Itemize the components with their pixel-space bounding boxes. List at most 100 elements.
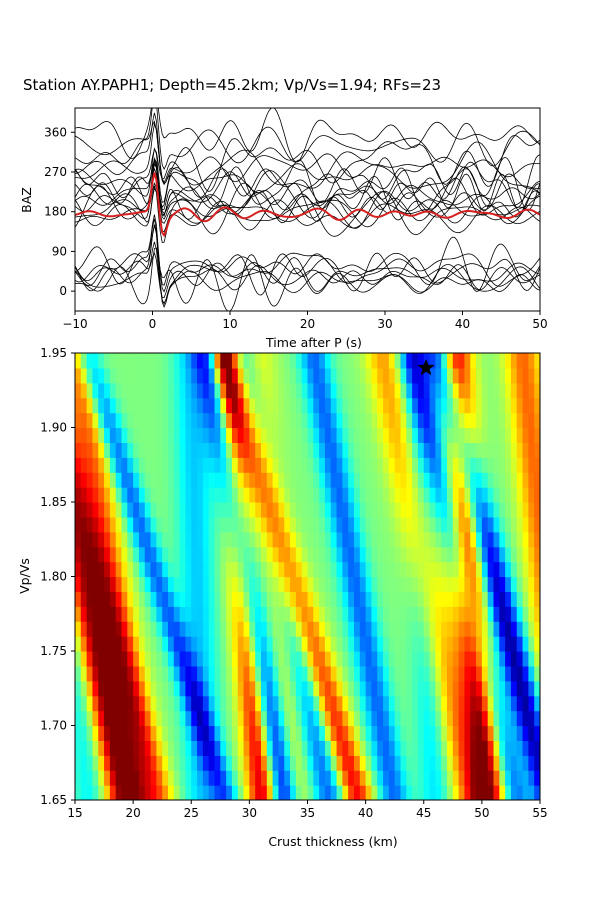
hk-cell <box>226 576 233 592</box>
hk-cell <box>458 785 466 800</box>
hk-cell <box>127 770 134 786</box>
hk-cell <box>237 710 245 727</box>
hk-cell <box>348 636 355 652</box>
hk-cell <box>324 695 332 712</box>
hk-cell <box>179 755 187 771</box>
hk-cell <box>214 382 221 399</box>
hk-cell <box>423 770 431 786</box>
hk-cell <box>481 591 489 607</box>
hk-cell <box>208 412 216 429</box>
hk-cell <box>144 472 152 488</box>
hk-cell <box>255 680 262 697</box>
hk-cell <box>284 785 291 800</box>
hk-cell <box>168 472 175 488</box>
hk-cell <box>324 725 332 741</box>
hk-cell <box>336 755 343 771</box>
hk-cell <box>104 487 111 503</box>
hk-cell <box>499 487 506 503</box>
hk-cell <box>348 472 355 488</box>
rf-trace <box>75 185 540 243</box>
hk-cell <box>214 680 221 697</box>
hk-cell <box>80 725 88 741</box>
hk-cell <box>243 531 250 548</box>
hk-cell <box>336 785 343 800</box>
hk-cell <box>383 591 390 607</box>
hk-cell <box>470 785 477 800</box>
hk-cell <box>377 740 384 756</box>
hk-cell <box>272 695 280 712</box>
hk-cell <box>261 516 268 533</box>
rf-x-ticks: −10 0 10 20 30 40 50 <box>62 311 548 331</box>
hk-cell <box>249 680 256 697</box>
hk-cell <box>330 516 338 533</box>
hk-cell <box>144 621 152 637</box>
hk-cell <box>295 606 303 622</box>
hk-cell <box>208 785 216 800</box>
hk-cell <box>528 636 535 652</box>
hk-cell <box>377 591 384 607</box>
hk-cell <box>104 680 111 697</box>
hk-cell <box>133 353 140 369</box>
hk-cell <box>197 651 204 667</box>
hk-cell <box>383 502 390 518</box>
hk-cell <box>470 621 477 637</box>
hk-cell <box>144 651 152 667</box>
hk-cell <box>92 546 99 563</box>
hk-cell <box>75 367 82 384</box>
hk-cell <box>173 651 181 667</box>
hk-cell <box>336 546 343 563</box>
hk-cell <box>383 665 390 682</box>
hk-cell <box>528 412 535 429</box>
hk-cell <box>214 606 221 622</box>
hk-cell <box>354 710 361 727</box>
hk-cell <box>86 665 94 682</box>
hk-cell <box>447 546 454 563</box>
hk-cell <box>348 457 355 473</box>
hk-cell <box>359 576 367 592</box>
hk-cell <box>435 695 442 712</box>
hk-cell <box>278 770 285 786</box>
rf-trace <box>75 146 540 211</box>
hk-cell <box>522 576 529 592</box>
hk-cell <box>138 665 146 682</box>
hk-cell <box>75 710 82 727</box>
hk-cell <box>429 561 436 578</box>
hk-cell <box>185 546 192 563</box>
hk-cell <box>324 740 332 756</box>
hk-cell <box>319 680 326 697</box>
hk-cell <box>301 487 309 503</box>
hk-cell <box>452 353 460 369</box>
hk-cell <box>109 740 117 756</box>
hk-cell <box>435 442 442 458</box>
hk-cell <box>98 770 105 786</box>
hk-cell <box>86 740 94 756</box>
hk-cell <box>476 680 483 697</box>
hk-cell <box>452 606 460 622</box>
hk-cell <box>109 755 117 771</box>
hk-cell <box>255 651 262 667</box>
hk-cell <box>162 576 169 592</box>
hk-cell <box>417 546 425 563</box>
hk-cell <box>505 397 512 414</box>
rf-trace <box>75 122 540 192</box>
hk-cell <box>342 725 349 741</box>
hk-cell <box>109 725 117 741</box>
hk-cell <box>278 502 285 518</box>
hk-cell <box>261 770 268 786</box>
hk-cell <box>231 621 239 637</box>
hk-cell <box>417 725 425 741</box>
hk-cell <box>168 502 175 518</box>
hk-cell <box>452 785 460 800</box>
hk-cell <box>197 412 204 429</box>
hk-cell <box>301 665 309 682</box>
hk-cell <box>121 621 128 637</box>
hk-cell <box>162 755 169 771</box>
hk-cell <box>313 785 320 800</box>
hk-cell <box>231 755 239 771</box>
hk-cell <box>191 636 198 652</box>
hk-cell <box>249 382 256 399</box>
hk-cell <box>423 665 431 682</box>
hk-cell <box>237 516 245 533</box>
hk-cell <box>505 770 512 786</box>
hk-cell <box>348 755 355 771</box>
